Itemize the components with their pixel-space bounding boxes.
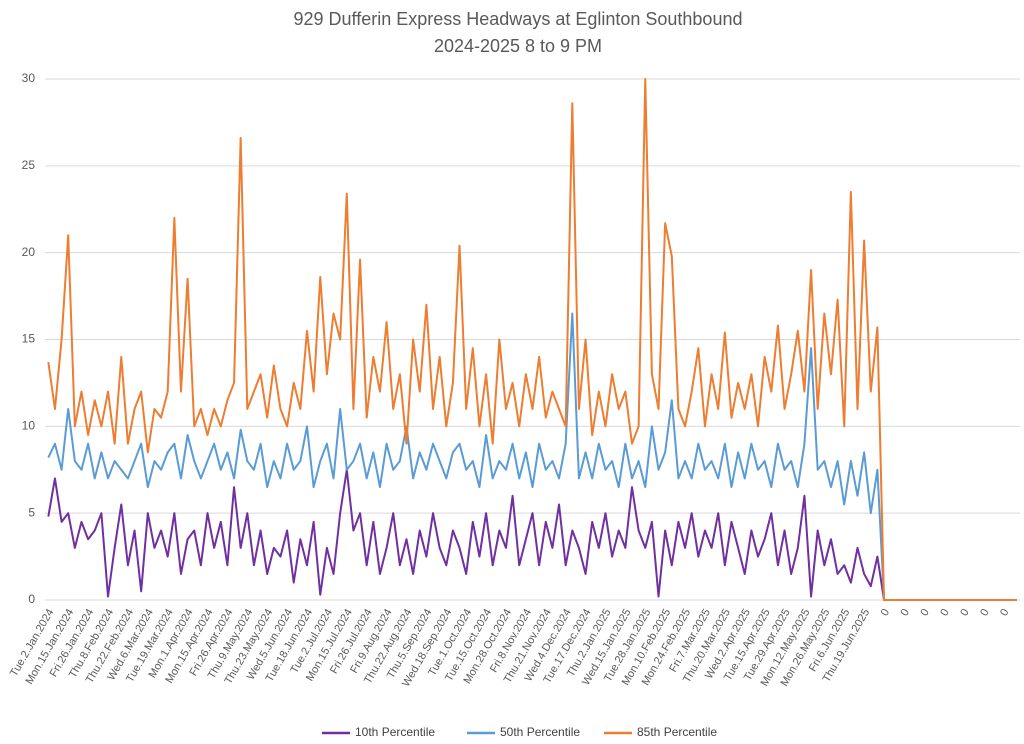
y-tick-label: 5 [28, 505, 35, 519]
x-tick-label: 0 [958, 607, 971, 618]
x-tick-label: 0 [879, 607, 892, 618]
series-line [47, 78, 1017, 601]
y-tick-label: 15 [22, 332, 36, 346]
legend-label: 10th Percentile [355, 725, 435, 739]
y-tick-label: 30 [22, 71, 36, 85]
y-tick-label: 0 [28, 592, 35, 606]
series-line [47, 312, 1017, 601]
x-tick-label: 0 [938, 607, 951, 618]
x-tick-label: 0 [978, 607, 991, 618]
chart-subtitle: 2024-2025 8 to 9 PM [434, 36, 602, 56]
x-tick-label: 0 [998, 607, 1011, 618]
legend-label: 50th Percentile [500, 725, 580, 739]
chart-title: 929 Dufferin Express Headways at Eglinto… [294, 9, 743, 29]
y-tick-label: 10 [22, 419, 36, 433]
y-tick-label: 25 [22, 158, 36, 172]
x-tick-label: 0 [899, 607, 912, 618]
x-tick-label: 0 [918, 607, 931, 618]
y-tick-label: 20 [22, 245, 36, 259]
series-line [47, 468, 1017, 601]
legend-label: 85th Percentile [637, 725, 717, 739]
